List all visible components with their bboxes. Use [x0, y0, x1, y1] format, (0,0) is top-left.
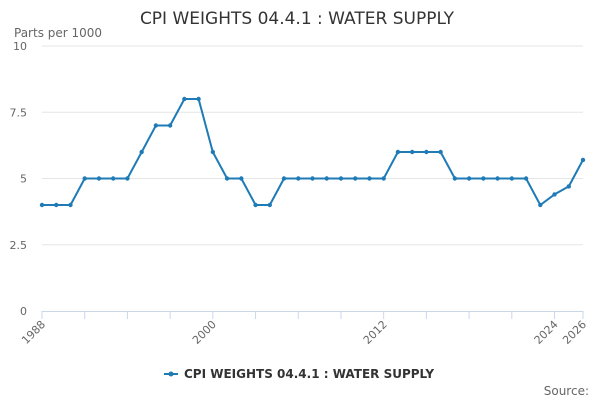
data-point[interactable]: [580, 157, 586, 163]
data-point[interactable]: [125, 176, 130, 181]
data-point[interactable]: [139, 149, 144, 155]
data-point[interactable]: [110, 176, 116, 181]
data-point[interactable]: [538, 202, 543, 208]
data-point[interactable]: [96, 176, 102, 181]
data-point[interactable]: [566, 184, 571, 189]
data-point[interactable]: [395, 149, 401, 155]
data-point[interactable]: [54, 202, 59, 208]
data-point[interactable]: [182, 96, 187, 102]
y-tick-label: 7.5: [10, 106, 28, 119]
data-point[interactable]: [338, 176, 344, 181]
data-point[interactable]: [424, 149, 429, 155]
gridlines: [42, 45, 583, 246]
data-point[interactable]: [409, 149, 415, 155]
data-point[interactable]: [167, 123, 173, 128]
data-point[interactable]: [523, 176, 529, 181]
data-point[interactable]: [239, 176, 244, 181]
x-ticks: 1988 2000 2012 2024 2026: [19, 311, 589, 347]
data-point[interactable]: [296, 176, 301, 181]
data-point[interactable]: [552, 192, 557, 197]
data-point[interactable]: [495, 176, 500, 181]
y-axis-label: Parts per 1000: [14, 26, 102, 40]
data-point[interactable]: [481, 176, 486, 181]
data-point[interactable]: [438, 149, 443, 155]
data-point[interactable]: [367, 176, 372, 181]
data-point[interactable]: [381, 176, 386, 181]
data-point[interactable]: [39, 202, 45, 208]
data-point[interactable]: [353, 176, 358, 181]
legend[interactable]: CPI WEIGHTS 04.4.1 : WATER SUPPLY: [164, 367, 434, 381]
series-group: [39, 96, 586, 208]
data-point[interactable]: [82, 176, 87, 181]
data-point[interactable]: [68, 202, 73, 208]
data-point[interactable]: [196, 96, 201, 102]
y-tick-label: 2.5: [10, 239, 28, 252]
series-line: [42, 98, 584, 206]
x-tick-label: 2000: [190, 318, 219, 347]
data-point[interactable]: [466, 176, 472, 181]
y-tick-label: 0: [20, 305, 27, 318]
data-point[interactable]: [253, 202, 258, 208]
data-point[interactable]: [324, 176, 329, 181]
x-tick-label: 2024: [532, 318, 561, 347]
y-tick-labels: 0 2.5 5 7.5 10: [10, 40, 28, 318]
data-point[interactable]: [509, 176, 515, 181]
y-tick-label: 10: [13, 40, 27, 53]
data-point[interactable]: [281, 176, 287, 181]
y-tick-label: 5: [20, 173, 27, 186]
data-point[interactable]: [267, 202, 272, 208]
data-point[interactable]: [224, 176, 230, 181]
data-point[interactable]: [310, 176, 315, 181]
legend-label[interactable]: CPI WEIGHTS 04.4.1 : WATER SUPPLY: [184, 367, 434, 381]
data-point[interactable]: [210, 149, 216, 155]
legend-marker-icon: [168, 371, 174, 377]
data-point[interactable]: [153, 123, 159, 128]
source-label: Source:: [544, 384, 589, 398]
chart-title: CPI WEIGHTS 04.4.1 : WATER SUPPLY: [140, 9, 455, 29]
x-tick-label: 1988: [19, 318, 48, 347]
x-tick-label: 2012: [361, 318, 390, 347]
data-point[interactable]: [452, 176, 458, 181]
x-tick-label: 2026: [560, 318, 589, 347]
